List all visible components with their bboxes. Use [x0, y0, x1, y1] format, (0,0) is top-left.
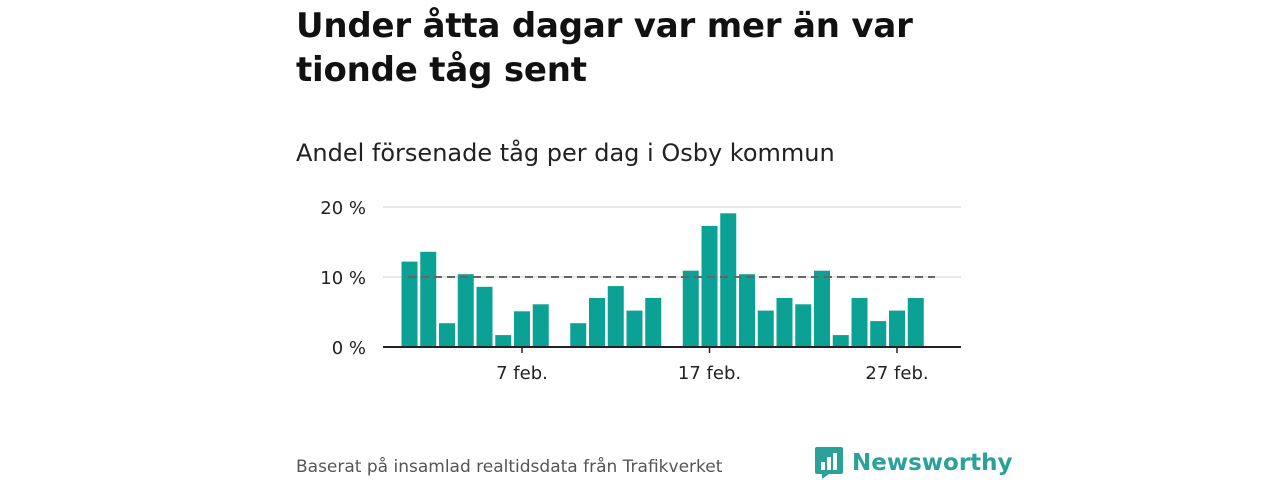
bar	[682, 270, 699, 347]
x-tick-label: 7 feb.	[496, 363, 548, 384]
bar	[589, 298, 605, 347]
bar	[870, 321, 887, 347]
bar	[532, 304, 549, 347]
chart-title: Under åtta dagar var mer än var tionde t…	[296, 6, 913, 90]
bar	[739, 274, 755, 347]
bar	[514, 311, 530, 347]
bar	[832, 335, 849, 347]
y-tick-label: 0 %	[332, 338, 366, 359]
bar	[701, 225, 718, 347]
gridlines	[383, 206, 961, 278]
chart-subtitle: Andel försenade tåg per dag i Osby kommu…	[296, 139, 835, 167]
y-tick-label: 10 %	[320, 268, 366, 289]
bar	[907, 298, 924, 347]
bar	[776, 298, 793, 347]
brand-logo: Newsworthy	[814, 446, 1013, 480]
bar	[851, 298, 868, 347]
brand-name: Newsworthy	[852, 450, 1013, 476]
bar	[457, 274, 474, 347]
bar	[626, 310, 643, 347]
bar	[795, 304, 812, 347]
bar-chart: 0 % 10 % 20 % 7 feb. 17 feb. 27 feb.	[320, 198, 961, 384]
bar	[439, 323, 455, 347]
bar	[889, 310, 905, 347]
bar	[720, 213, 737, 347]
bar	[401, 261, 418, 347]
axes: 0 % 10 % 20 % 7 feb. 17 feb. 27 feb.	[320, 198, 961, 384]
bar	[420, 251, 437, 347]
y-tick-label: 20 %	[320, 198, 366, 219]
bar	[495, 335, 512, 347]
source-note: Baserat på insamlad realtidsdata från Tr…	[296, 457, 723, 477]
bars	[401, 213, 924, 347]
x-tick-label: 17 feb.	[678, 363, 741, 384]
bar	[570, 323, 587, 347]
bar	[607, 286, 624, 347]
bar	[476, 286, 493, 347]
newsworthy-logo-icon	[815, 447, 843, 479]
x-tick-label: 27 feb.	[865, 363, 928, 384]
bar	[645, 298, 662, 347]
bar	[814, 270, 830, 347]
bar	[757, 310, 774, 347]
